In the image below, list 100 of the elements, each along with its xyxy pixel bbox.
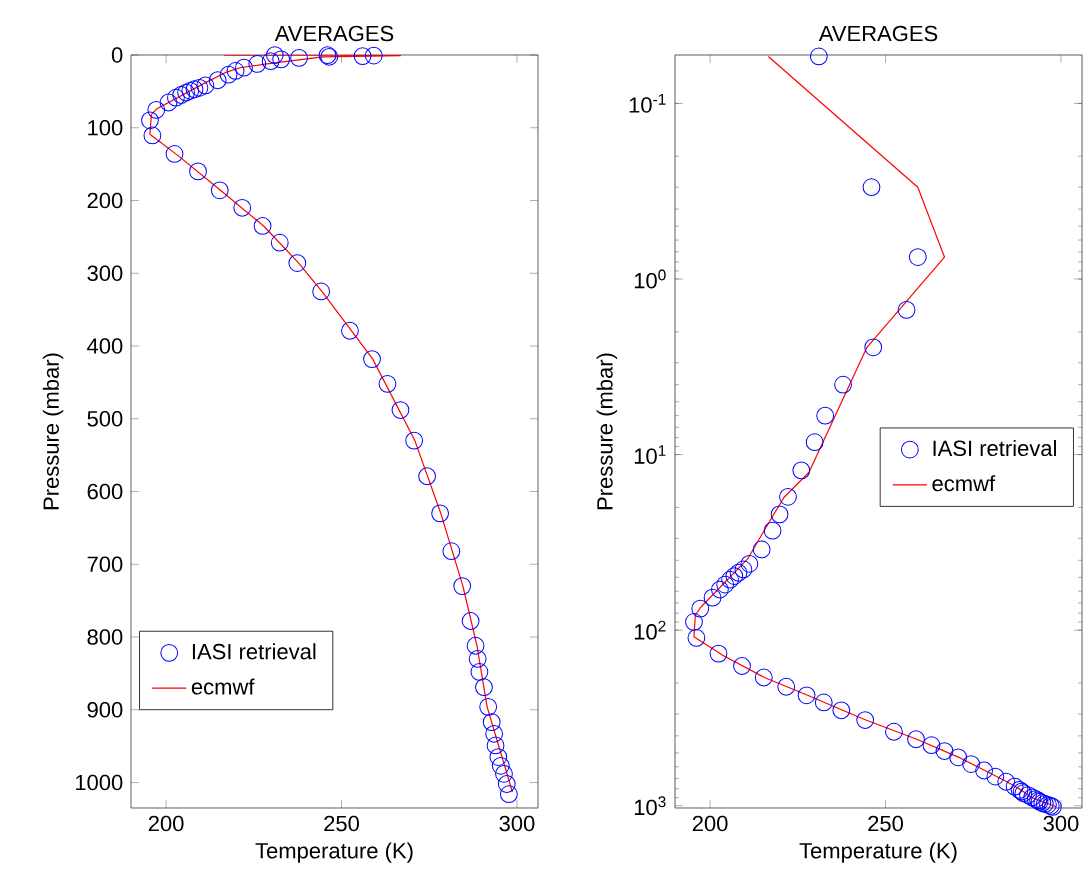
point (190, 78, 209, 97)
point (935, 742, 954, 760)
point (479, 697, 498, 716)
point (453, 577, 472, 595)
point (495, 764, 513, 783)
point (341, 321, 359, 340)
point (165, 145, 184, 163)
x-tick-label: 250 (324, 815, 359, 832)
point (864, 338, 883, 357)
point (418, 467, 437, 486)
point (288, 254, 307, 272)
point (691, 599, 710, 618)
y-tick-label: 10$^{0}$ (634, 269, 666, 289)
point (734, 560, 753, 579)
point (711, 580, 729, 599)
point (792, 461, 811, 480)
y-tick-label: 10$^{1}$ (634, 445, 666, 464)
line-series (693, 55, 1057, 808)
point (986, 767, 1005, 786)
point (172, 86, 191, 104)
point (907, 730, 925, 749)
y-tick-label: 700 (87, 556, 123, 573)
point (210, 181, 229, 200)
point (312, 282, 331, 301)
point (777, 677, 796, 696)
point (834, 375, 852, 394)
point (486, 736, 505, 755)
point (497, 775, 516, 793)
point (167, 88, 185, 107)
point (482, 713, 501, 732)
point (391, 401, 410, 419)
point (185, 80, 204, 99)
point (466, 636, 485, 655)
point (997, 772, 1016, 791)
point (897, 301, 916, 319)
point (189, 162, 207, 181)
point (779, 487, 797, 506)
point (470, 663, 489, 681)
point (226, 62, 245, 80)
y-tick-label: 600 (87, 483, 123, 500)
point (862, 178, 881, 197)
x-tick-label: 300 (1043, 815, 1079, 832)
point (770, 505, 789, 524)
point (196, 76, 215, 95)
point (147, 100, 166, 119)
legend-label: IASI retrieval (192, 643, 316, 660)
point (431, 504, 450, 523)
y-tick-label: 400 (87, 338, 123, 354)
y-tick-label: 500 (87, 411, 123, 427)
legend-label: ecmwf (932, 475, 996, 492)
point (1019, 786, 1037, 804)
point (752, 540, 771, 559)
point (1005, 777, 1024, 796)
x-axis-title: Temperature (K) (799, 842, 957, 863)
point (685, 613, 703, 631)
point (248, 55, 267, 73)
point (805, 433, 824, 452)
point (141, 111, 159, 130)
point (729, 563, 748, 582)
point (272, 50, 291, 69)
point (363, 350, 381, 369)
point (491, 756, 510, 775)
y-axis-title: Pressure (mbar) (596, 353, 618, 510)
point (233, 198, 252, 217)
point (885, 722, 903, 741)
point (265, 46, 284, 64)
chart-title: AVERAGES (274, 25, 394, 42)
point (733, 657, 751, 675)
legend-label: ecmwf (191, 678, 255, 695)
point (754, 668, 773, 687)
x-tick-label: 300 (499, 815, 535, 832)
point (442, 542, 461, 561)
x-tick-label: 200 (692, 815, 728, 832)
point (489, 748, 508, 766)
point (763, 521, 782, 540)
point (353, 47, 372, 65)
point (797, 686, 816, 705)
point (378, 374, 397, 393)
point (181, 81, 200, 100)
y-tick-label: 200 (87, 192, 123, 209)
y-tick-label: 10$^{3}$ (634, 796, 666, 816)
point (270, 233, 289, 252)
point (461, 612, 480, 630)
point (143, 126, 162, 145)
y-tick-label: 900 (87, 702, 123, 718)
point (832, 701, 851, 720)
line-series (149, 54, 513, 793)
y-tick-label: 0 (111, 47, 123, 63)
point (703, 588, 722, 607)
point (962, 755, 981, 773)
x-axis-title: Temperature (K) (255, 842, 413, 863)
chart-title: AVERAGES (818, 25, 938, 42)
point (687, 628, 706, 647)
y-tick-label: 100 (88, 119, 123, 136)
point (716, 575, 735, 594)
point (949, 748, 968, 767)
y-tick-label: 300 (87, 265, 123, 282)
y-tick-label: 800 (87, 629, 123, 645)
point (922, 736, 941, 755)
point (721, 570, 739, 589)
